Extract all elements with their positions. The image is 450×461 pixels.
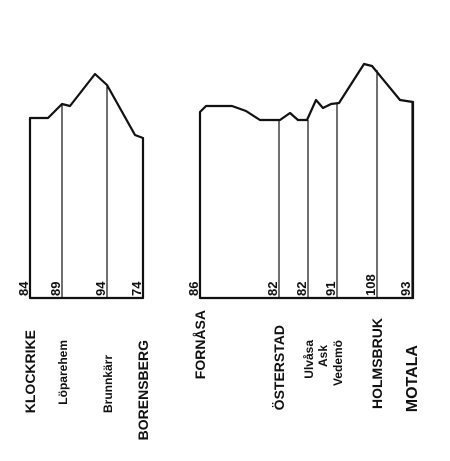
elevation-label: 82 xyxy=(265,282,280,296)
elevation-label: 89 xyxy=(48,282,63,296)
elevation-label: 84 xyxy=(16,281,31,296)
profile-line xyxy=(28,72,145,300)
elevation-label: 108 xyxy=(363,274,378,296)
elevation-label: 93 xyxy=(398,282,413,296)
station-name: Brunnkärr xyxy=(101,355,115,413)
elevation-label: 82 xyxy=(294,282,309,296)
station-name: HOLMSBRUK xyxy=(369,318,385,409)
station-name: ÖSTERSTAD xyxy=(271,325,287,410)
station-name: Ask xyxy=(316,345,330,367)
elevation-label: 74 xyxy=(129,281,144,296)
station-name: FORNÅSA xyxy=(192,310,208,379)
station-name: Vedemö xyxy=(331,340,345,386)
elevation-label: 91 xyxy=(323,282,338,296)
profile-line xyxy=(198,62,415,300)
station-name: KLOCKRIKE xyxy=(22,330,38,413)
station-name: Ulvåsa xyxy=(302,340,316,379)
elevation-label: 86 xyxy=(186,282,201,296)
station-name: BORENSBERG xyxy=(135,340,151,440)
elevation-label: 94 xyxy=(93,281,108,296)
station-name: Löparehem xyxy=(56,340,70,405)
station-name: MOTALA xyxy=(404,345,421,413)
